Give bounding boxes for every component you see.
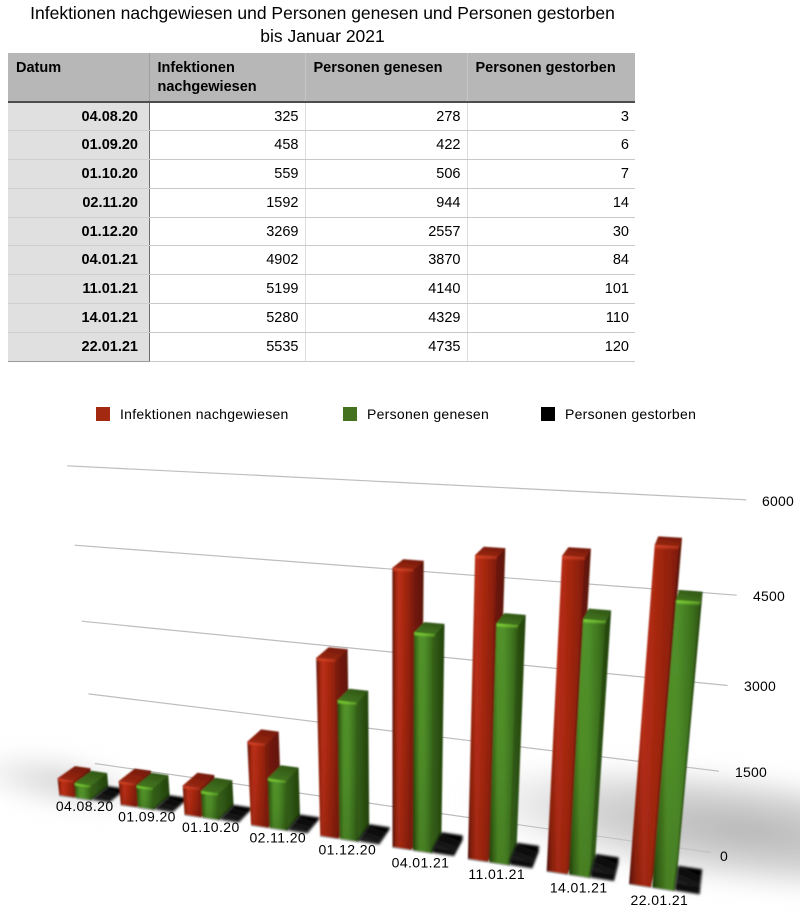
svg-text:01.12.20: 01.12.20 <box>318 842 376 858</box>
svg-text:3000: 3000 <box>744 678 776 694</box>
svg-text:22.01.21: 22.01.21 <box>631 892 689 908</box>
svg-text:01.10.20: 01.10.20 <box>182 819 240 835</box>
svg-text:6000: 6000 <box>762 493 794 509</box>
svg-text:04.01.21: 04.01.21 <box>392 855 450 871</box>
svg-text:1500: 1500 <box>735 764 767 780</box>
svg-text:4500: 4500 <box>753 588 785 604</box>
svg-text:11.01.21: 11.01.21 <box>468 866 525 882</box>
svg-text:0: 0 <box>720 848 728 864</box>
svg-text:02.11.20: 02.11.20 <box>249 830 306 846</box>
svg-text:14.01.21: 14.01.21 <box>550 879 608 895</box>
svg-text:01.09.20: 01.09.20 <box>118 808 176 824</box>
svg-text:04.08.20: 04.08.20 <box>56 798 114 814</box>
